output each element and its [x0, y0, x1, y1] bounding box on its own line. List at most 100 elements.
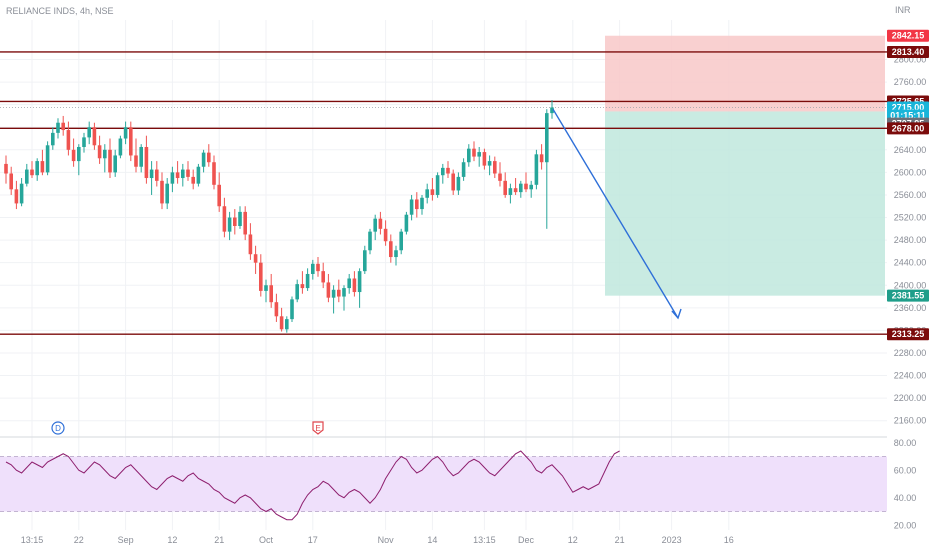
time-tick-label: Sep	[118, 535, 134, 545]
candle-body	[19, 183, 24, 204]
candle-body	[181, 169, 185, 179]
candle-body	[170, 172, 175, 184]
rsi-tick-label: 80.00	[894, 438, 917, 448]
candle-body	[451, 173, 455, 191]
position-zones	[605, 35, 885, 296]
time-tick-label: 17	[308, 535, 318, 545]
price-tick-label: 2760.00	[894, 77, 927, 87]
candle-body	[196, 166, 201, 184]
candle-body	[316, 263, 320, 272]
rsi-tick-label: 60.00	[894, 465, 917, 475]
time-tick-label: 21	[214, 535, 224, 545]
candle-body	[113, 155, 117, 173]
candle-body	[331, 289, 336, 298]
arrow-head	[671, 308, 682, 320]
candle-body	[425, 189, 429, 198]
candle-body	[227, 217, 232, 232]
candle-body	[534, 154, 539, 185]
price-tag	[887, 122, 929, 135]
candle-body	[61, 122, 65, 131]
price-tick-label: 2800.00	[894, 55, 927, 65]
dividend-marker	[51, 421, 65, 435]
projection-arrow	[552, 108, 682, 320]
candle-body	[378, 218, 383, 229]
rsi-panel	[0, 450, 887, 521]
candle-body	[441, 167, 445, 176]
candle-body	[207, 152, 211, 163]
candle-body	[9, 173, 13, 190]
candle-body	[430, 189, 435, 195]
stop-zone	[605, 35, 885, 112]
candle-body	[311, 263, 315, 274]
price-tick-label: 2520.00	[894, 213, 927, 223]
event-label: E	[315, 424, 320, 433]
time-tick-label: 12	[568, 535, 578, 545]
candle-body	[30, 169, 34, 176]
price-tag-label: 2381.55	[892, 291, 925, 301]
candle-body	[305, 273, 310, 289]
candle-body	[253, 254, 258, 263]
price-tick-label: 2400.00	[894, 280, 927, 290]
candle-body	[71, 149, 76, 162]
time-tick-label: Dec	[518, 535, 535, 545]
candle-body	[269, 285, 273, 303]
candle-body	[373, 218, 377, 232]
candle-body	[404, 214, 409, 232]
candle-body	[279, 316, 284, 330]
price-tag	[887, 45, 929, 58]
candle-body	[539, 154, 544, 163]
candle-body	[446, 167, 450, 174]
candle-body	[389, 241, 393, 258]
candle-body	[524, 183, 528, 190]
candle-body	[134, 155, 138, 167]
candle-body	[217, 184, 221, 207]
time-tick-label: 22	[74, 535, 84, 545]
price-tag	[887, 29, 929, 42]
candle-body	[4, 163, 8, 174]
price-tick-label: 2360.00	[894, 303, 927, 313]
candle-body	[290, 299, 294, 320]
candle-body	[139, 146, 143, 167]
candle-body	[243, 211, 247, 235]
candle-body	[66, 130, 71, 150]
candle-body	[51, 132, 55, 146]
price-tick-label: 2440.00	[894, 258, 927, 268]
time-tick-label: 16	[724, 535, 734, 545]
currency-label: INR	[895, 5, 911, 15]
price-tick-label: 2200.00	[894, 393, 927, 403]
candle-body	[513, 188, 518, 193]
price-tick-label: 2160.00	[894, 416, 927, 426]
time-axis: 13:15 22 Sep 12 21 Oct 17 Nov 14 13:15 Dec 12 21 2023…	[21, 535, 734, 545]
price-tick-label: 2560.00	[894, 190, 927, 200]
candle-body	[420, 197, 424, 210]
candle-body	[175, 172, 180, 179]
candle-body	[342, 288, 346, 297]
candle-body	[409, 199, 414, 215]
candle-body	[149, 169, 154, 179]
candle-body	[45, 145, 50, 173]
candle-body	[477, 152, 481, 157]
candle-body	[519, 183, 523, 193]
candle-body	[35, 161, 39, 176]
candle-body	[399, 231, 403, 251]
candle-body	[482, 152, 487, 166]
candle-body	[56, 122, 60, 133]
price-tag-label: 2813.40	[892, 47, 925, 57]
earnings-marker	[312, 421, 324, 435]
price-tick-label: 2280.00	[894, 348, 927, 358]
candle-body	[248, 234, 253, 255]
candle-body	[233, 217, 237, 226]
candle-body	[160, 180, 164, 204]
candle-body	[201, 152, 206, 167]
candle-body	[87, 127, 91, 138]
candle-body	[259, 262, 263, 291]
candle-body	[300, 284, 305, 289]
candle-body	[529, 184, 533, 190]
arrow-shaft	[552, 108, 679, 319]
candle-body	[498, 173, 502, 181]
candle-body	[461, 162, 466, 177]
candles	[4, 100, 554, 333]
candle-body	[144, 146, 149, 179]
